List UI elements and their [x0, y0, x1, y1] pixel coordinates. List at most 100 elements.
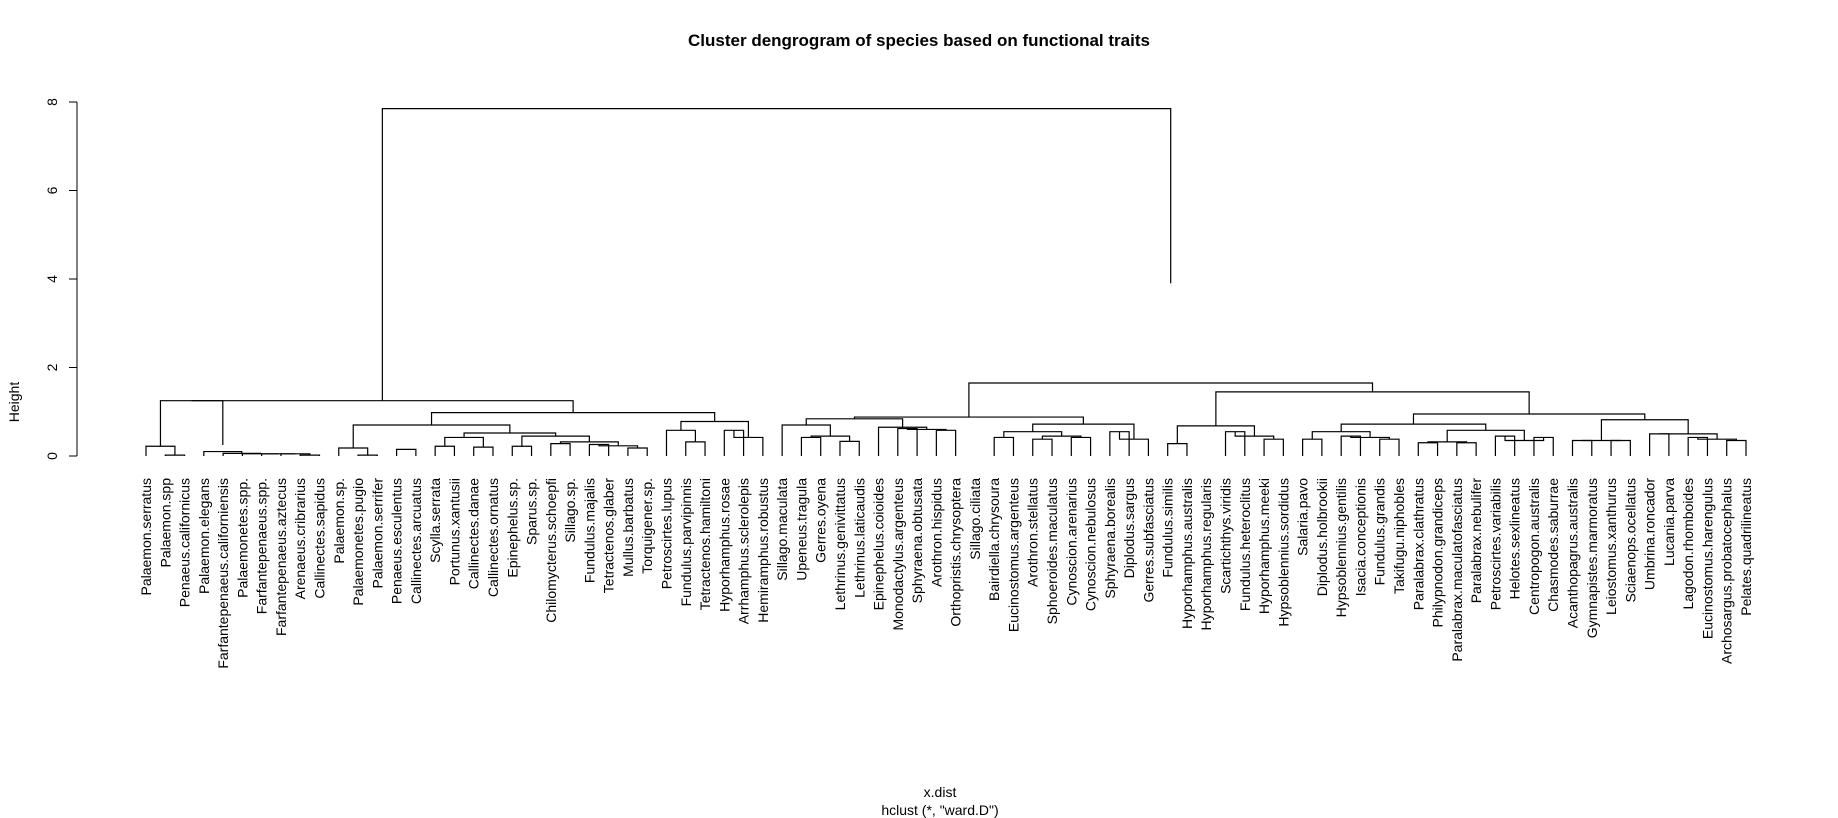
leaf-label: Hyporhamphus.meeki — [1256, 478, 1272, 614]
dendrogram-branch — [853, 416, 1084, 425]
leaf-label: Orthopristis.chrysoptera — [948, 478, 964, 627]
leaf-label: Mullus.barbatus — [620, 478, 636, 577]
dendrogram-branch — [839, 440, 860, 456]
leaf-label: Cynoscion.nebulosus — [1083, 478, 1099, 611]
leaf-label: Gerres.subfasciatus — [1140, 478, 1156, 603]
leaf-label: Isacia.conceptionis — [1352, 478, 1368, 596]
leaf-label: Palaemon.serratus — [138, 478, 154, 596]
x-axis-sublabel: hclust (*, "ward.D") — [881, 802, 998, 818]
y-axis-label: Height — [6, 382, 22, 423]
leaf-label: Fundulus.parvipinnis — [678, 478, 694, 606]
dendrogram-branch — [1649, 433, 1670, 456]
y-tick-label: 4 — [44, 275, 60, 283]
dendrogram-branch — [381, 108, 1172, 401]
leaf-label: Callinectes.sapidus — [311, 478, 327, 599]
dendrogram-branch — [1070, 436, 1092, 456]
dendrogram-branch — [241, 453, 279, 456]
dendrogram-branch — [203, 450, 243, 456]
leaf-label: Fundulus.heteroclitus — [1237, 478, 1253, 611]
leaf-label: Salaria.pavo — [1295, 478, 1311, 556]
leaf-label: Hypsoblennius.gentilis — [1333, 478, 1349, 617]
dendrogram-branch — [357, 454, 378, 456]
leaf-labels: Palaemon.serratus Palaemon.spp Penaeus.cal… — [138, 478, 1754, 669]
leaf-label: Arrhamphus.sclerolepis — [736, 478, 752, 624]
leaf-label: Sparus.sp. — [524, 478, 540, 545]
leaf-label: Gerres.oyena — [813, 478, 829, 563]
leaf-label: Philypnodon.grandiceps — [1430, 478, 1446, 627]
dendrogram-branch — [1412, 413, 1646, 425]
leaf-label: Hemiramphus.robustus — [755, 478, 771, 623]
leaf-label: Lagodon.rhomboides — [1680, 478, 1696, 610]
dendrogram-branch — [463, 432, 557, 438]
leaf-label: Leiostomus.xanthurus — [1603, 478, 1619, 615]
leaf-label: Gymnapistes.marmoratus — [1584, 478, 1600, 638]
leaf-label: Eucinostomus.argenteus — [1005, 478, 1021, 632]
leaf-label: Arenaeus.cribrarius — [292, 478, 308, 599]
dendrogram-branch — [1726, 439, 1747, 456]
dendrogram-branch — [993, 436, 1015, 456]
dendrogram-branch — [598, 444, 639, 449]
leaf-label: Petroscirtes.lupus — [658, 478, 674, 589]
dendrogram-branch — [1311, 431, 1371, 440]
dendrogram-branch — [396, 448, 417, 456]
dendrogram-branch — [434, 445, 456, 456]
leaf-label: Palaemon.sp. — [331, 478, 347, 564]
dendrogram-branch — [1687, 436, 1709, 456]
dendrogram-branch — [685, 441, 706, 456]
y-tick-label: 6 — [44, 186, 60, 194]
leaf-label: Epinephelus.sp. — [504, 478, 520, 578]
leaf-label: Paralabrax.maculatofasciatus — [1449, 478, 1465, 662]
dendrogram-branch — [352, 424, 511, 449]
dendrogram-branch — [191, 400, 574, 413]
leaf-label: Callinectes.arcuatus — [408, 478, 424, 604]
leaf-label: Paralabrax.clathratus — [1410, 478, 1426, 610]
leaf-label: Petroscirtes.variabilis — [1487, 478, 1503, 610]
dendrogram-branch — [935, 429, 957, 456]
leaf-label: Cynoscion.arenarius — [1063, 478, 1079, 606]
dendrogram-branch — [877, 426, 928, 456]
leaf-label: Lethrinus.laticaudis — [851, 478, 867, 598]
leaf-label: Palaemon.spp — [157, 478, 173, 568]
leaf-label: Paralabrax.nebulifer — [1468, 478, 1484, 604]
x-axis-label: x.dist — [924, 784, 957, 800]
dendrogram-branch — [1032, 438, 1053, 456]
leaf-label: Eucinostomus.harengulus — [1699, 478, 1715, 639]
y-tick-label: 2 — [44, 363, 60, 371]
leaf-label: Fundulus.grandis — [1372, 478, 1388, 585]
leaf-label: Takifugu.niphobles — [1391, 478, 1407, 594]
leaf-label: Fundulus.majalis — [581, 478, 597, 583]
dendrogram-branch — [1167, 443, 1188, 456]
leaf-label: Chilomycterus.schoepfi — [543, 478, 559, 623]
leaf-label: Hypsoblennius.sordidus — [1275, 478, 1291, 627]
dendrogram-branch — [473, 446, 494, 456]
leaf-label: Tetractenos.glaber — [601, 478, 617, 594]
dendrogram-branch — [164, 454, 186, 456]
dendrogram-branch — [1340, 435, 1362, 456]
leaf-label: Epinephelus.coioides — [871, 478, 887, 610]
leaf-label: Penaeus.esculentus — [389, 478, 405, 604]
leaf-label: Portunus.xantusii — [446, 478, 462, 585]
leaf-label: Callinectes.danae — [466, 478, 482, 590]
dendrogram-branch — [1176, 425, 1256, 444]
leaf-label: Bairdiella.chrysoura — [986, 478, 1002, 601]
dendrogram-branch — [680, 420, 750, 438]
leaf-label: Archosargus.probatocephalus — [1719, 478, 1735, 664]
dendrogram-branch — [159, 400, 224, 447]
leaf-label: Sciaenops.ocellatus — [1622, 478, 1638, 603]
dendrogram-branches — [145, 108, 1747, 456]
y-tick-label: 0 — [44, 452, 60, 460]
dendrogram-branch — [511, 445, 533, 456]
leaf-label: Sillago.ciliata — [967, 478, 983, 560]
dendrogram-branch — [430, 412, 716, 426]
leaf-label: Lucania.parva — [1661, 478, 1677, 566]
leaf-label: Penaeus.californicus — [177, 478, 193, 607]
leaf-label: Hyporhamphus.australis — [1179, 478, 1195, 629]
dendrogram-branch — [897, 427, 918, 456]
leaf-label: Sillago.maculata — [774, 478, 790, 581]
leaf-label: Arothron.hispidus — [928, 478, 944, 587]
leaf-label: Hyporhamphus.rosae — [716, 478, 732, 612]
leaf-label: Helotes.sexlineatus — [1507, 478, 1523, 599]
leaf-label: Diplodus.sargus — [1121, 478, 1137, 578]
dendrogram-branch — [1504, 436, 1545, 442]
dendrogram-branch — [1494, 435, 1516, 456]
